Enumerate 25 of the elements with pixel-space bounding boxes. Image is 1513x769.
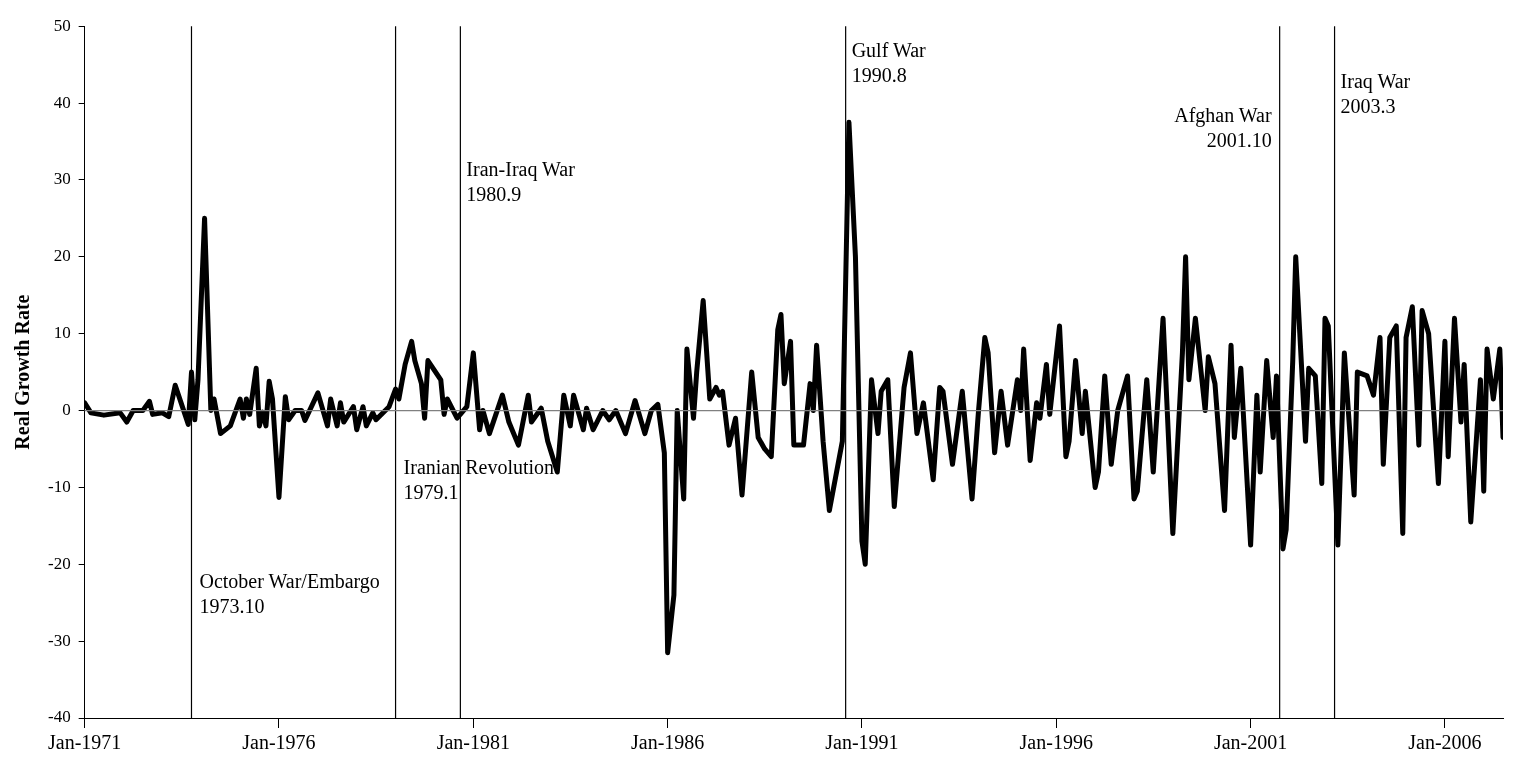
ref-line-label: October War/Embargo 1973.10	[199, 569, 380, 617]
y-axis-title: Real Growth Rate	[11, 294, 34, 450]
y-tick-label: 30	[53, 169, 71, 189]
y-tick-label: 10	[53, 323, 71, 343]
x-tick-label: Jan-1981	[436, 731, 511, 754]
y-tick-label: 50	[53, 15, 71, 35]
x-tick-label: Jan-1986	[630, 731, 705, 754]
ref-line-label: Iranian Revolution 1979.1	[403, 455, 555, 503]
ref-line-label: Iraq War 2003.3	[1340, 70, 1411, 118]
y-tick-label: -40	[47, 707, 71, 727]
x-tick-label: Jan-2001	[1213, 731, 1288, 754]
ref-line-label: Gulf War 1990.8	[851, 38, 927, 86]
ref-line-label: Iran-Iraq War 1980.9	[466, 158, 576, 206]
y-tick-label: 20	[53, 246, 71, 266]
x-tick-label: Jan-1976	[242, 731, 316, 754]
x-tick-label: Jan-1971	[48, 731, 122, 754]
y-tick-label: 40	[53, 92, 71, 112]
x-tick-label: Jan-1991	[825, 731, 899, 754]
ref-line-label: Afghan War 2001.10	[1174, 104, 1272, 152]
y-tick-label: -30	[47, 630, 71, 650]
y-tick-label: -10	[47, 476, 71, 496]
y-tick-label: 0	[62, 400, 71, 419]
x-tick-label: Jan-2006	[1408, 731, 1482, 754]
x-tick-label: Jan-1996	[1019, 731, 1093, 754]
y-tick-label: -20	[47, 553, 71, 573]
